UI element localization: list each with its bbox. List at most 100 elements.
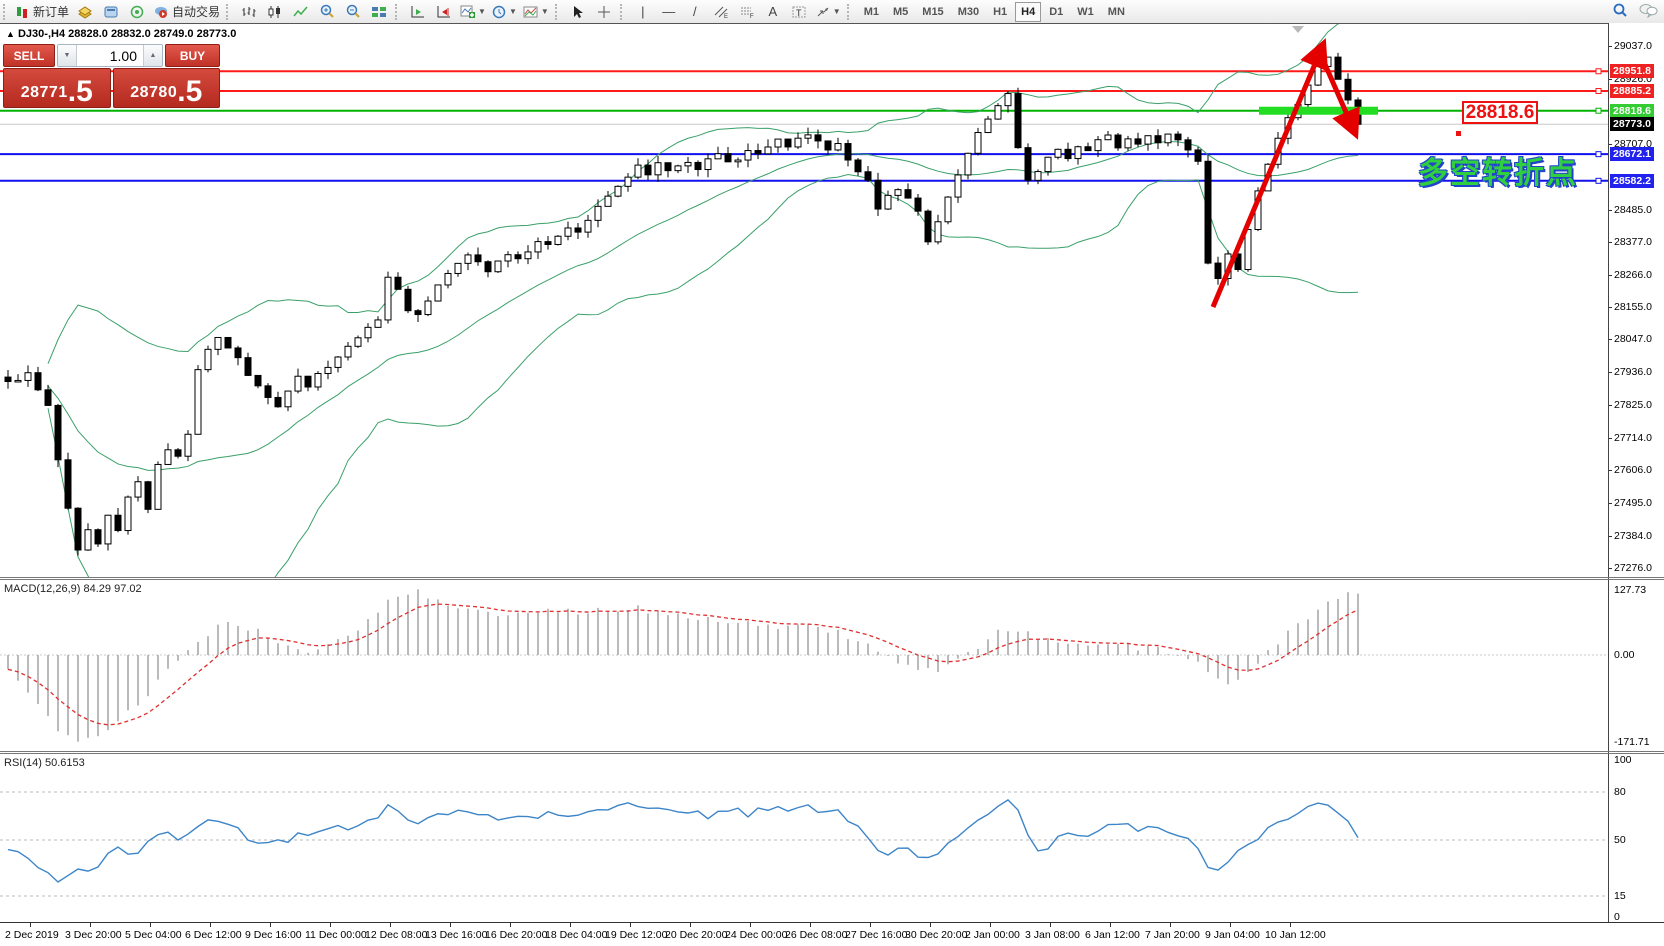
zoom-in-icon <box>319 4 335 19</box>
candle-up <box>714 153 722 160</box>
chart-shift-button[interactable] <box>431 1 457 23</box>
candle-down <box>904 189 912 199</box>
volume-spinner: ▼ 1.00 ▲ <box>57 44 163 67</box>
svg-text:T: T <box>796 8 802 18</box>
svg-text:F: F <box>750 14 754 19</box>
time-label: 24 Dec 00:00 <box>725 929 788 941</box>
line-anchor[interactable] <box>1595 107 1602 114</box>
svg-text:E: E <box>724 14 728 19</box>
trendline-button[interactable]: / <box>682 1 708 23</box>
candle-up <box>194 369 202 435</box>
timeframe-mn[interactable]: MN <box>1107 5 1125 18</box>
time-tick <box>450 923 451 927</box>
new-order-button[interactable]: 新订单 <box>13 1 72 23</box>
candle-up <box>294 375 302 392</box>
candle-up <box>334 356 342 368</box>
signal-button[interactable] <box>124 1 150 23</box>
timeframe-w1[interactable]: W1 <box>1077 5 1094 18</box>
volume-increase-button[interactable]: ▲ <box>143 45 162 66</box>
chat-icon[interactable] <box>1638 2 1658 21</box>
timeframe-m30[interactable]: M30 <box>957 5 980 18</box>
buy-price-button[interactable]: 28780 .5 <box>112 68 220 108</box>
line-anchor[interactable] <box>1595 87 1602 94</box>
search-icon[interactable] <box>1612 2 1628 21</box>
rsi-tick: 15 <box>1614 890 1626 902</box>
chart-canvas[interactable] <box>0 23 1608 922</box>
candle-down <box>784 138 792 148</box>
pane-separator[interactable] <box>0 751 1664 752</box>
buy-button[interactable]: BUY <box>165 44 220 67</box>
timeframe-m15[interactable]: M15 <box>922 5 944 18</box>
terminal-button[interactable] <box>98 1 124 23</box>
line-chart-button[interactable] <box>288 1 314 23</box>
trend-arrow[interactable] <box>1321 60 1360 140</box>
collapse-triangle-icon[interactable]: ▲ <box>6 29 15 39</box>
candle-up <box>444 272 452 286</box>
caret-icon: ▼ <box>832 7 841 16</box>
candle-down <box>1204 160 1212 264</box>
line-price-badge: 28885.2 <box>1610 83 1654 98</box>
hline-button[interactable]: — <box>656 1 682 23</box>
channel-button[interactable]: E <box>708 1 734 23</box>
crosshair-button[interactable] <box>591 1 617 23</box>
cursor-button[interactable] <box>565 1 591 23</box>
timeframe-m1[interactable]: M1 <box>863 5 879 18</box>
fibonacci-button[interactable]: F <box>734 1 760 23</box>
rsi-pane <box>0 791 1608 897</box>
candle-up <box>604 195 612 207</box>
timeframe-h4[interactable]: H4 <box>1015 1 1042 22</box>
candlestick-button[interactable] <box>262 1 288 23</box>
symbol-period: DJ30-,H4 <box>17 28 66 40</box>
candle-down <box>234 347 242 359</box>
volume-decrease-button[interactable]: ▼ <box>58 45 77 66</box>
trend-arrow[interactable] <box>1210 38 1329 308</box>
volume-value[interactable]: 1.00 <box>109 47 137 64</box>
sell-button[interactable]: SELL <box>3 44 55 67</box>
pane-separator[interactable] <box>0 577 1664 578</box>
timeframe-h1[interactable]: H1 <box>993 5 1008 18</box>
timeframe-m5[interactable]: M5 <box>893 5 909 18</box>
line-anchor[interactable] <box>1595 177 1602 184</box>
price-axis[interactable]: 29037.0 28926.0 28707.0 28485.0 28377.0 28266… <box>1609 23 1664 923</box>
timeframe-d1[interactable]: D1 <box>1049 5 1064 18</box>
chart-shift-marker[interactable] <box>1292 26 1304 33</box>
time-tick <box>270 923 271 927</box>
auto-scroll-button[interactable] <box>405 1 431 23</box>
pane-separator[interactable] <box>0 579 1664 580</box>
candle-down <box>174 449 182 457</box>
indicators-dropdown[interactable]: ▼ <box>457 1 489 23</box>
pane-separator[interactable] <box>0 753 1664 754</box>
time-axis[interactable]: 2 Dec 2019 3 Dec 20:00 5 Dec 04:00 6 Dec 12… <box>0 922 1664 946</box>
candle-up <box>984 118 992 134</box>
autotrade-button[interactable]: 自动交易 <box>150 1 223 23</box>
line-anchor[interactable] <box>1595 68 1602 75</box>
support-price-label[interactable]: 28818.6 <box>1462 101 1538 124</box>
templates-dropdown[interactable]: ▼ <box>520 1 552 23</box>
time-tick <box>1050 923 1051 927</box>
bar-chart-button[interactable] <box>236 1 262 23</box>
shapes-dropdown[interactable]: ▼ <box>812 1 844 23</box>
time-tick <box>1230 923 1231 927</box>
price-tick: 27714.0 <box>1614 432 1652 445</box>
candle-up <box>84 529 92 551</box>
market-watch-button[interactable] <box>72 1 98 23</box>
candle-up <box>764 146 772 155</box>
zoom-out-button[interactable] <box>340 1 366 23</box>
sell-price-button[interactable]: 28771 .5 <box>3 68 111 108</box>
vline-icon: | <box>641 4 645 19</box>
candle-up <box>654 162 662 176</box>
text-label-button[interactable]: T <box>786 1 812 23</box>
time-tick <box>30 923 31 927</box>
support-zone-bar[interactable] <box>1259 106 1378 115</box>
zoom-in-button[interactable] <box>314 1 340 23</box>
candle-up <box>564 227 572 237</box>
periods-dropdown[interactable]: ▼ <box>489 1 520 23</box>
tick-mark <box>1609 438 1612 440</box>
macd-signal-line <box>7 603 1359 726</box>
text-button[interactable]: A <box>760 1 786 23</box>
line-anchor[interactable] <box>1595 151 1602 158</box>
vline-button[interactable]: | <box>630 1 656 23</box>
tile-windows-button[interactable] <box>366 1 392 23</box>
clock-icon <box>492 5 507 19</box>
toolbar-grip <box>554 3 562 20</box>
